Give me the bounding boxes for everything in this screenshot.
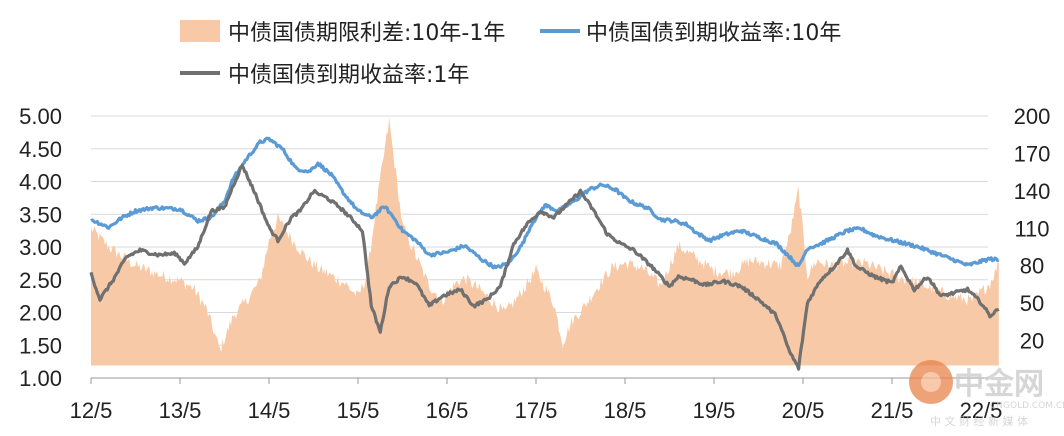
left-axis-ticks: 1.00 1.50 2.00 2.50 3.00 3.50 4.00 4.50 5.00 [19, 104, 62, 391]
area-layer [91, 117, 999, 366]
y-left-tick-label: 3.00 [19, 235, 62, 260]
y-left-tick-label: 1.50 [19, 333, 62, 358]
legend-label-10y: 中债国债到期收益率:10年 [586, 21, 841, 46]
x-axis-ticks: 12/5 13/5 14/5 15/5 16/5 17/5 18/5 19/5 20/5 21/5… [70, 378, 1003, 423]
watermark-logo: 中金网 CNGOLD.COM.CN 中 文 财 经 新 媒 体 [909, 360, 1064, 428]
y-left-tick-label: 2.00 [19, 301, 62, 326]
legend: 中债国债期限利差:10年-1年 中债国债到期收益率:10年 中债国债到期收益率:… [180, 20, 841, 88]
y-left-tick-label: 3.50 [19, 202, 62, 227]
x-tick-label: 16/5 [426, 398, 469, 423]
x-tick-label: 22/5 [960, 398, 1003, 423]
y-left-tick-label: 2.50 [19, 268, 62, 293]
x-tick-label: 20/5 [782, 398, 825, 423]
legend-swatch-spread [180, 20, 220, 42]
x-tick-label: 15/5 [337, 398, 380, 423]
watermark-logo-text: 中金网 [954, 367, 1044, 402]
y-left-tick-label: 1.00 [19, 366, 62, 391]
x-tick-label: 18/5 [604, 398, 647, 423]
x-tick-label: 21/5 [871, 398, 914, 423]
y-right-tick-label: 110 [1014, 216, 1049, 241]
legend-label-spread: 中债国债期限利差:10年-1年 [228, 21, 505, 46]
y-right-tick-label: 80 [1020, 254, 1044, 279]
y-right-tick-label: 200 [1014, 104, 1051, 129]
line-layer [89, 136, 1000, 371]
watermark-tagline: 中 文 财 经 新 媒 体 [930, 414, 1028, 428]
y-right-tick-label: 20 [1020, 329, 1044, 354]
y-right-tick-label: 50 [1020, 291, 1044, 316]
legend-label-1y: 中债国债到期收益率:1年 [228, 63, 469, 88]
y-left-tick-label: 5.00 [19, 104, 62, 129]
x-tick-label: 19/5 [693, 398, 736, 423]
x-tick-label: 14/5 [248, 398, 291, 423]
y-left-tick-label: 4.50 [19, 137, 62, 162]
y-left-tick-label: 4.00 [19, 170, 62, 195]
watermark-url: CNGOLD.COM.CN [990, 401, 1064, 411]
x-tick-label: 17/5 [515, 398, 558, 423]
watermark-logo-icon-inner [921, 372, 941, 392]
right-axis-ticks: 20 50 80 110 140 170 200 [1014, 104, 1051, 354]
y-right-tick-label: 170 [1014, 141, 1051, 166]
series-line-1y [89, 163, 1000, 371]
series-area-spread [91, 117, 999, 366]
x-tick-label: 13/5 [159, 398, 202, 423]
x-tick-label: 12/5 [70, 398, 113, 423]
y-right-tick-label: 140 [1014, 179, 1051, 204]
